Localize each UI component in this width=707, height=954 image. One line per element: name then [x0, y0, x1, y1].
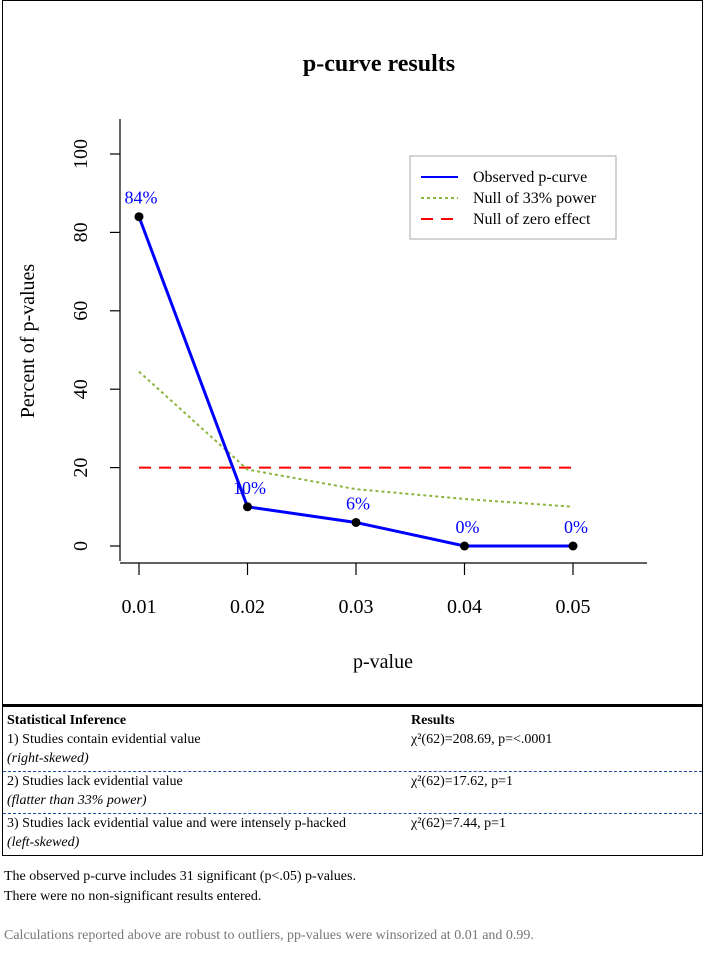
table-row: 2) Studies lack evidential value (flatte… — [3, 772, 702, 814]
point-label: 0% — [564, 517, 588, 537]
observed-point — [351, 517, 361, 527]
chart-title: p-curve results — [303, 51, 455, 77]
chart-legend: Observed p-curve Null of 33% power Null of… — [409, 155, 617, 240]
point-label: 84% — [125, 188, 158, 208]
inference-result: χ²(62)=7.44, p=1 — [411, 816, 507, 831]
table-row: 3) Studies lack evidential value and wer… — [3, 814, 702, 855]
null-of-33-power-line — [138, 370, 574, 508]
results-table: Statistical Inference Results 1) Studies… — [2, 705, 703, 856]
summary-notes: The observed p-curve includes 31 signifi… — [4, 867, 356, 907]
x-tick-label: 0.01 — [122, 596, 157, 618]
inference-sublabel: (right-skewed) — [7, 751, 89, 766]
inference-sublabel: (flatter than 33% power) — [7, 793, 147, 808]
observed-point — [568, 541, 578, 551]
y-axis-label: Percent of p-values — [17, 264, 39, 419]
data-points — [134, 212, 578, 551]
legend-entry: Null of zero effect — [473, 211, 591, 228]
p-curve-chart: p-curve results 0 20 40 60 80 100 0.01 0.02 0.03… — [17, 51, 647, 673]
inference-result: χ²(62)=17.62, p=1 — [411, 774, 514, 789]
y-tick-label: 0 — [70, 541, 92, 551]
axes: 0 20 40 60 80 100 0.01 0.02 0.03 0.04 0.05 — [70, 119, 647, 618]
y-tick-label: 100 — [70, 139, 92, 169]
observed-point — [134, 212, 144, 222]
x-tick-label: 0.05 — [556, 596, 591, 618]
table-row: 1) Studies contain evidential value (rig… — [3, 730, 702, 772]
legend-entry: Null of 33% power — [473, 190, 597, 207]
inference-label: 2) Studies lack evidential value — [7, 774, 183, 789]
y-tick-label: 80 — [70, 222, 92, 242]
x-axis-label: p-value — [353, 651, 413, 673]
observed-point — [460, 541, 469, 551]
y-tick-label: 20 — [70, 458, 92, 478]
point-label: 6% — [346, 493, 370, 513]
point-label: 10% — [233, 478, 266, 498]
inference-sublabel: (left-skewed) — [7, 835, 80, 850]
point-label: 0% — [456, 517, 480, 537]
inference-label: 3) Studies lack evidential value and wer… — [7, 816, 346, 831]
observed-point — [243, 502, 252, 512]
y-tick-label: 60 — [70, 301, 92, 321]
significant-count-note: The observed p-curve includes 31 signifi… — [4, 869, 356, 884]
y-tick-label: 40 — [70, 379, 92, 399]
inference-label: 1) Studies contain evidential value — [7, 732, 201, 747]
results-column-header: Results — [411, 713, 455, 728]
results-header: Statistical Inference Results — [3, 707, 702, 730]
x-tick-label: 0.04 — [447, 596, 482, 618]
inference-result: χ²(62)=208.69, p=<.0001 — [411, 732, 553, 747]
legend-entry: Observed p-curve — [473, 169, 587, 186]
x-tick-label: 0.02 — [230, 596, 265, 618]
robustness-note: Calculations reported above are robust t… — [4, 928, 534, 943]
data-labels: 84% 10% 6% 0% 0% — [125, 188, 589, 537]
legend-box — [409, 155, 617, 240]
chart-panel: p-curve results 0 20 40 60 80 100 0.01 0.02 0.03… — [2, 0, 703, 705]
inference-column-header: Statistical Inference — [7, 713, 127, 728]
x-tick-label: 0.03 — [339, 596, 374, 618]
non-significant-note: There were no non-significant results en… — [4, 889, 262, 904]
